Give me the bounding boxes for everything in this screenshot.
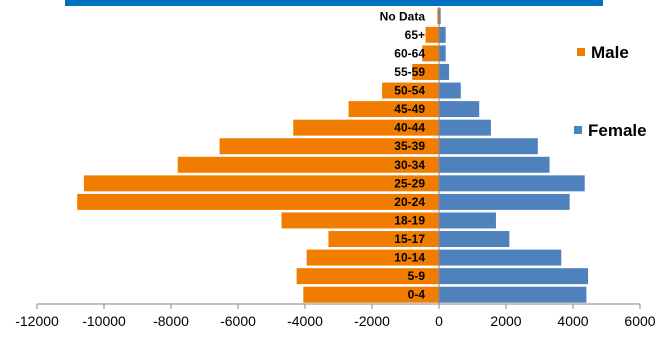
x-tick-label: -10000: [82, 313, 126, 329]
male-bar-55-59: [412, 63, 439, 80]
legend-label-female: Female: [588, 121, 647, 140]
female-bar-30-34: [439, 156, 550, 173]
male-bar-40-44: [293, 119, 439, 136]
category-label: 5-9: [408, 269, 426, 283]
title-strip-bar: [65, 0, 603, 6]
female-bar-55-59: [439, 63, 450, 80]
category-label: 30-34: [394, 158, 425, 172]
legend-swatch-male: [577, 48, 585, 56]
female-bar-40-44: [439, 119, 491, 136]
age-group-labels: 0-4 5-9 10-14 15-17 18-19 20-24 25-29 30-34 35-3…: [380, 9, 426, 301]
female-bar-25-29: [439, 175, 585, 192]
legend: Male Female: [574, 43, 647, 140]
category-label: 50-54: [394, 84, 425, 98]
male-bar-50-54: [382, 82, 439, 99]
female-bar-45-49: [439, 101, 480, 118]
category-label: 55-59: [394, 65, 425, 79]
legend-swatch-female: [574, 126, 582, 134]
female-bar-18-19: [439, 212, 496, 229]
male-bar-45-49: [348, 101, 439, 118]
female-bar-65+: [439, 26, 446, 43]
x-tick-label: -4000: [287, 313, 323, 329]
category-label: 45-49: [394, 102, 425, 116]
male-bar-5-9: [296, 268, 439, 285]
male-bar-25-29: [83, 175, 440, 192]
female-bar-15-17: [439, 231, 510, 248]
category-label: 15-17: [394, 232, 425, 246]
category-label: No Data: [380, 9, 426, 23]
x-tick-label: 0: [435, 313, 443, 329]
female-bar-35-39: [439, 138, 538, 155]
x-tick-label: 2000: [490, 313, 521, 329]
male-bar-65+: [425, 26, 439, 43]
x-tick-label: -2000: [354, 313, 390, 329]
male-bar-18-19: [281, 212, 439, 229]
category-label: 10-14: [394, 251, 425, 265]
male-bars: [77, 8, 440, 303]
male-bar-30-34: [177, 156, 439, 173]
female-bar-60-64: [439, 45, 446, 62]
title-strip: [65, 0, 603, 6]
female-bars: [439, 8, 589, 303]
legend-label-male: Male: [591, 43, 629, 62]
category-label: 25-29: [394, 176, 425, 190]
female-bar-50-54: [439, 82, 461, 99]
female-bar-5-9: [439, 268, 589, 285]
female-bar-0-4: [439, 286, 587, 303]
male-bar-60-64: [422, 45, 439, 62]
category-label: 35-39: [394, 139, 425, 153]
x-tick-label: -8000: [153, 313, 189, 329]
female-bar-No Data: [439, 8, 441, 25]
category-label: 20-24: [394, 195, 425, 209]
male-bar-No Data: [437, 8, 439, 25]
category-label: 0-4: [408, 288, 426, 302]
x-axis: -12000 -10000 -8000 -6000 -4000 -2000 0 2000 400…: [15, 7, 656, 329]
x-tick-label: 6000: [624, 313, 655, 329]
x-tick-label: -12000: [15, 313, 59, 329]
male-bar-20-24: [77, 193, 439, 210]
male-bar-35-39: [219, 138, 439, 155]
category-label: 65+: [405, 28, 425, 42]
female-bar-20-24: [439, 193, 570, 210]
category-label: 18-19: [394, 213, 425, 227]
category-label: 40-44: [394, 121, 425, 135]
category-label: 60-64: [394, 46, 425, 60]
male-bar-15-17: [328, 231, 439, 248]
male-bar-0-4: [303, 286, 439, 303]
male-bar-10-14: [306, 249, 439, 266]
x-tick-label: -6000: [220, 313, 256, 329]
x-tick-label: 4000: [557, 313, 588, 329]
female-bar-10-14: [439, 249, 562, 266]
